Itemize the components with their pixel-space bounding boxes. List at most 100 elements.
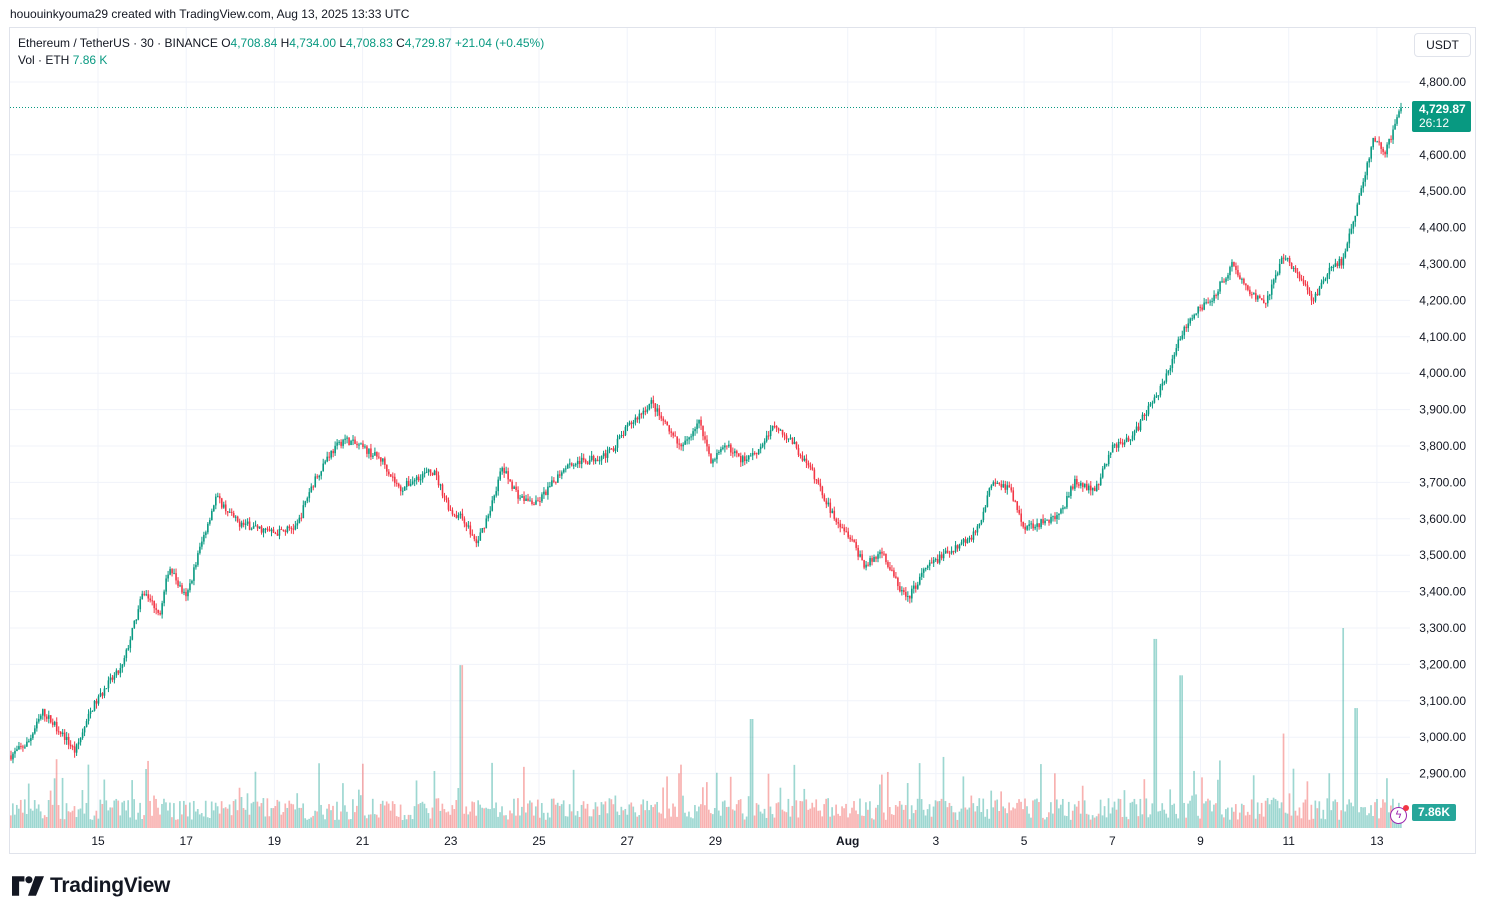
volume-bar	[608, 798, 611, 828]
candle-body	[338, 441, 340, 443]
volume-bar	[1207, 798, 1209, 828]
symbol-title[interactable]: Ethereum / TetherUS · 30 · BINANCE	[18, 36, 218, 50]
candle-body	[119, 668, 122, 674]
volume-bar	[1262, 816, 1265, 828]
volume-bar	[1270, 799, 1273, 828]
candle-body	[374, 452, 376, 456]
candle-body	[1121, 442, 1124, 445]
volume-bar	[574, 815, 577, 828]
candle-body	[203, 535, 205, 542]
candle-body	[734, 451, 736, 454]
candle-body	[1296, 272, 1299, 274]
volume-bar	[698, 806, 700, 828]
candle-body	[272, 529, 275, 533]
volume-bar	[725, 807, 728, 828]
volume-bar	[497, 816, 499, 828]
volume-bar	[101, 803, 104, 828]
candle-body	[268, 529, 271, 532]
volume-bar	[550, 798, 553, 828]
volume-bar	[845, 803, 847, 828]
lightning-icon[interactable]: ϟ	[1390, 805, 1409, 824]
volume-bar	[984, 816, 987, 828]
volume-bar	[1197, 815, 1199, 828]
volume-bar	[1356, 708, 1358, 828]
candle-body	[113, 675, 116, 680]
x-tick-label: 21	[356, 834, 370, 848]
currency-button[interactable]: USDT	[1414, 33, 1471, 57]
volume-bar	[324, 819, 326, 828]
volume-bar	[17, 808, 20, 828]
candle-body	[1207, 302, 1209, 304]
volume-bar	[1256, 802, 1259, 828]
candle-body	[1221, 281, 1223, 283]
volume-bar	[646, 800, 649, 828]
candle-body	[781, 429, 784, 435]
candle-body	[1022, 521, 1024, 527]
candle-body	[1243, 278, 1245, 284]
candle-body	[173, 573, 175, 575]
candle-body	[222, 504, 225, 508]
volume-bar	[793, 764, 796, 828]
candle-body	[382, 458, 384, 462]
candle-body	[1117, 441, 1120, 448]
candle-body	[1278, 263, 1281, 274]
candle-body	[708, 446, 710, 454]
volume-bar	[284, 803, 287, 828]
candle-body	[471, 534, 474, 536]
volume-bar	[1097, 813, 1100, 828]
candle-body	[938, 554, 941, 563]
volume-bar	[875, 807, 877, 828]
candle-body	[994, 482, 997, 484]
candle-body	[541, 494, 543, 502]
volume-bar	[598, 814, 601, 828]
volume-bar	[194, 811, 197, 828]
volume-label[interactable]: Vol · ETH	[18, 53, 70, 67]
volume-bar	[1042, 817, 1044, 828]
candle-body	[535, 500, 537, 505]
candle-body	[1328, 267, 1331, 275]
candle-body	[632, 422, 635, 424]
volume-bar	[236, 810, 239, 828]
candle-body	[59, 732, 62, 735]
volume-bar	[1290, 815, 1293, 828]
volume-bar	[1238, 812, 1241, 828]
tradingview-logo-icon	[12, 876, 44, 896]
volume-bar	[1378, 818, 1380, 828]
volume-bar	[371, 798, 374, 828]
candle-body	[358, 444, 360, 446]
candle-body	[318, 475, 321, 478]
candle-body	[678, 443, 680, 445]
candle-body	[378, 456, 380, 458]
volume-bar	[67, 811, 70, 828]
volume-bar	[296, 793, 299, 828]
volume-bar	[328, 804, 330, 828]
candle-body	[290, 527, 293, 529]
candle-body	[230, 511, 233, 513]
candle-body	[252, 526, 255, 529]
volume-bar	[688, 811, 690, 828]
candle-body	[1179, 338, 1182, 340]
tradingview-logo[interactable]: TradingView	[12, 874, 170, 898]
candle-body	[270, 529, 273, 532]
volume-bar	[532, 815, 535, 828]
volume-bar	[898, 801, 901, 828]
candle-body	[674, 435, 676, 437]
volume-bar	[41, 818, 44, 828]
candle-body	[1016, 501, 1019, 510]
candle-body	[364, 446, 366, 448]
candle-body	[89, 711, 92, 714]
volume-bar	[1149, 814, 1152, 828]
candle-body	[45, 716, 48, 719]
volume-bar	[1091, 815, 1094, 828]
candle-body	[926, 565, 929, 568]
candle-body	[457, 515, 460, 518]
candle-body	[1141, 414, 1144, 421]
volume-bar	[779, 787, 782, 828]
candle-body	[159, 612, 161, 615]
candle-body	[1298, 273, 1301, 279]
volume-bar	[99, 799, 102, 828]
volume-bar	[1227, 807, 1229, 828]
candle-body	[501, 467, 503, 472]
candle-body	[1107, 454, 1110, 465]
